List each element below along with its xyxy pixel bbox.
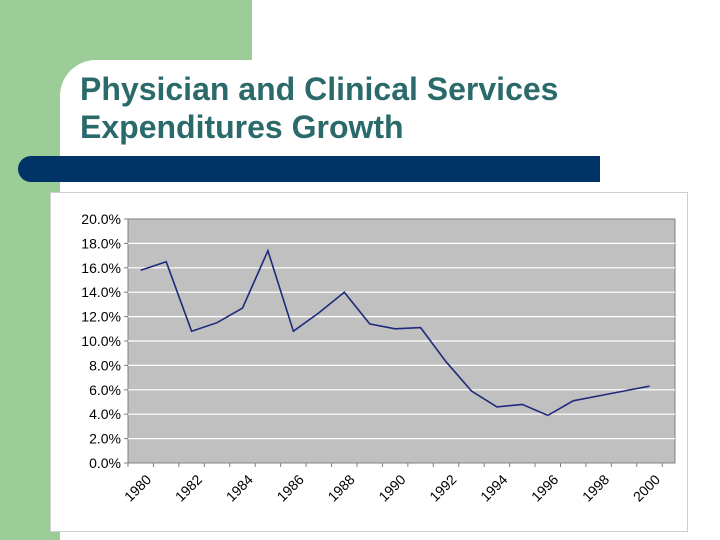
x-tick-label: 1984 (223, 471, 256, 504)
y-tick-label: 6.0% (89, 382, 121, 398)
title-underline-bar (18, 156, 600, 182)
slide-title-line-1: Physician and Clinical Services (80, 71, 559, 107)
x-tick-label: 1998 (579, 471, 612, 504)
y-tick-label: 8.0% (89, 357, 121, 373)
x-tick-label: 1996 (528, 471, 561, 504)
x-tick-label: 1990 (375, 471, 408, 504)
y-tick-label: 12.0% (81, 309, 121, 325)
y-tick-label: 10.0% (81, 333, 121, 349)
x-tick-label: 1988 (324, 471, 357, 504)
y-tick-label: 20.0% (81, 211, 121, 227)
y-tick-label: 16.0% (81, 260, 121, 276)
line-chart: 0.0% 2.0% 4.0% 6.0% 8.0% 10.0% 12.0% 14.0% 16.0%… (81, 211, 676, 505)
x-tick-label: 1986 (274, 471, 307, 504)
y-tick-label: 2.0% (89, 431, 121, 447)
y-tick-label: 18.0% (81, 235, 121, 251)
x-tick-label: 1992 (426, 471, 459, 504)
slide-title-line-2: Expenditures Growth (80, 109, 404, 145)
y-tick-label: 4.0% (89, 406, 121, 422)
x-tick-label: 1982 (172, 471, 205, 504)
x-tick-label: 2000 (630, 471, 663, 504)
slide-title: Physician and Clinical Services Expendit… (80, 70, 680, 146)
y-tick-label: 14.0% (81, 284, 121, 300)
x-tick-label: 1980 (121, 471, 154, 504)
x-tick-label: 1994 (477, 471, 510, 504)
y-tick-label: 0.0% (89, 455, 121, 471)
chart-frame: 0.0% 2.0% 4.0% 6.0% 8.0% 10.0% 12.0% 14.0% 16.0%… (50, 192, 688, 532)
